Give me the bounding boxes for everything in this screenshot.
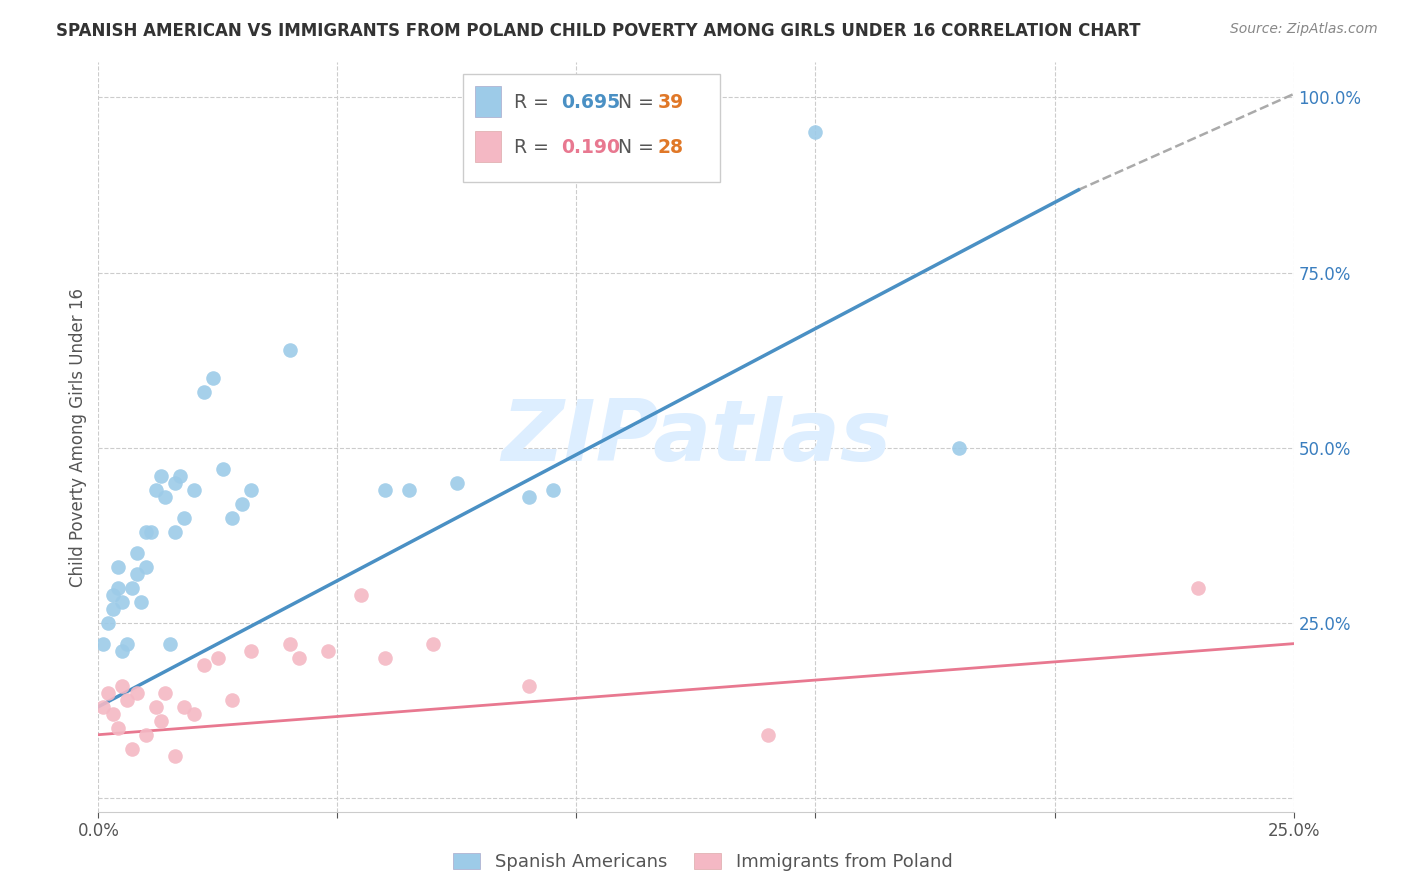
Point bbox=[91, 699, 114, 714]
Point bbox=[202, 370, 225, 384]
Point bbox=[111, 679, 134, 693]
Bar bbox=[475, 130, 501, 162]
Point bbox=[111, 643, 134, 657]
Point bbox=[517, 490, 540, 504]
Text: 39: 39 bbox=[658, 93, 683, 112]
Y-axis label: Child Poverty Among Girls Under 16: Child Poverty Among Girls Under 16 bbox=[69, 287, 87, 587]
Point bbox=[183, 483, 205, 497]
Text: 28: 28 bbox=[658, 137, 683, 157]
Point bbox=[278, 637, 301, 651]
Point bbox=[131, 594, 153, 608]
Point bbox=[135, 524, 157, 539]
Point bbox=[121, 581, 143, 595]
Point bbox=[756, 728, 779, 742]
Point bbox=[240, 643, 263, 657]
Point bbox=[231, 497, 253, 511]
Point bbox=[221, 692, 243, 706]
Point bbox=[517, 679, 540, 693]
Point bbox=[173, 699, 195, 714]
Text: R =: R = bbox=[515, 93, 555, 112]
Point bbox=[155, 686, 177, 700]
Text: R =: R = bbox=[515, 137, 555, 157]
Point bbox=[97, 615, 120, 630]
Point bbox=[193, 657, 215, 672]
Point bbox=[350, 588, 373, 602]
Point bbox=[316, 643, 339, 657]
Point bbox=[91, 637, 114, 651]
Point bbox=[163, 475, 186, 490]
Point bbox=[374, 650, 396, 665]
Point bbox=[541, 483, 564, 497]
Point bbox=[125, 546, 148, 560]
Point bbox=[163, 524, 186, 539]
Point bbox=[135, 559, 157, 574]
Point bbox=[111, 594, 134, 608]
FancyBboxPatch shape bbox=[463, 74, 720, 182]
Point bbox=[101, 601, 124, 615]
Point bbox=[145, 699, 167, 714]
Point bbox=[163, 748, 186, 763]
Point bbox=[288, 650, 311, 665]
Point bbox=[107, 581, 129, 595]
Point bbox=[115, 692, 138, 706]
Point bbox=[278, 343, 301, 357]
Point bbox=[97, 686, 120, 700]
Bar bbox=[475, 86, 501, 117]
Point bbox=[149, 714, 172, 728]
Point bbox=[107, 721, 129, 735]
Point bbox=[139, 524, 162, 539]
Point bbox=[183, 706, 205, 721]
Point bbox=[101, 706, 124, 721]
Point bbox=[804, 126, 827, 140]
Point bbox=[207, 650, 229, 665]
Text: 0.695: 0.695 bbox=[561, 93, 620, 112]
Point bbox=[948, 441, 970, 455]
Point bbox=[169, 468, 191, 483]
Text: 0.190: 0.190 bbox=[561, 137, 620, 157]
Text: N =: N = bbox=[619, 93, 661, 112]
Point bbox=[155, 490, 177, 504]
Point bbox=[446, 475, 468, 490]
Text: Source: ZipAtlas.com: Source: ZipAtlas.com bbox=[1230, 22, 1378, 37]
Point bbox=[374, 483, 396, 497]
Point bbox=[145, 483, 167, 497]
Text: SPANISH AMERICAN VS IMMIGRANTS FROM POLAND CHILD POVERTY AMONG GIRLS UNDER 16 CO: SPANISH AMERICAN VS IMMIGRANTS FROM POLA… bbox=[56, 22, 1140, 40]
Point bbox=[107, 559, 129, 574]
Point bbox=[240, 483, 263, 497]
Point bbox=[398, 483, 420, 497]
Text: N =: N = bbox=[619, 137, 661, 157]
Point bbox=[211, 461, 233, 475]
Point bbox=[149, 468, 172, 483]
Point bbox=[121, 741, 143, 756]
Point bbox=[159, 637, 181, 651]
Text: ZIPatlas: ZIPatlas bbox=[501, 395, 891, 479]
Point bbox=[125, 686, 148, 700]
Point bbox=[1187, 581, 1209, 595]
Point bbox=[173, 510, 195, 524]
Point bbox=[193, 384, 215, 399]
Point bbox=[422, 637, 444, 651]
Point bbox=[115, 637, 138, 651]
Point bbox=[135, 728, 157, 742]
Legend: Spanish Americans, Immigrants from Poland: Spanish Americans, Immigrants from Polan… bbox=[446, 846, 960, 879]
Point bbox=[221, 510, 243, 524]
Point bbox=[101, 588, 124, 602]
Point bbox=[125, 566, 148, 581]
